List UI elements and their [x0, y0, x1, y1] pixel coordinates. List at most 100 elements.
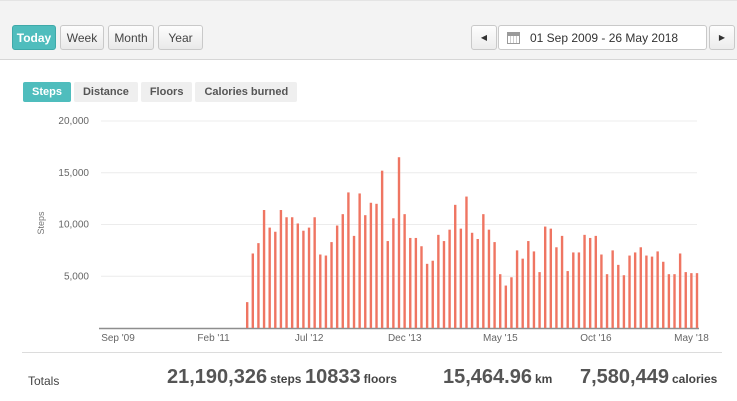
- bar[interactable]: [605, 274, 609, 328]
- bar[interactable]: [364, 215, 367, 328]
- bar[interactable]: [369, 202, 373, 328]
- tab-steps[interactable]: Steps: [23, 82, 71, 102]
- bar[interactable]: [678, 253, 682, 328]
- bar[interactable]: [499, 274, 502, 328]
- bar[interactable]: [538, 272, 541, 328]
- bar[interactable]: [330, 242, 333, 328]
- bar[interactable]: [656, 251, 659, 328]
- bar[interactable]: [347, 192, 350, 328]
- bar[interactable]: [527, 241, 530, 328]
- bar[interactable]: [319, 254, 322, 328]
- bar[interactable]: [543, 226, 547, 328]
- date-range-field[interactable]: 01 Sep 2009 - 26 May 2018: [498, 25, 707, 50]
- bar[interactable]: [673, 274, 676, 328]
- bar[interactable]: [515, 250, 519, 329]
- year-button[interactable]: Year: [158, 25, 203, 50]
- bar[interactable]: [437, 234, 440, 328]
- bar[interactable]: [285, 217, 288, 328]
- bar[interactable]: [690, 273, 693, 328]
- bar[interactable]: [268, 227, 271, 328]
- bar[interactable]: [420, 246, 423, 328]
- bar[interactable]: [470, 232, 474, 328]
- bar[interactable]: [296, 223, 299, 328]
- bar[interactable]: [324, 255, 328, 328]
- bar[interactable]: [431, 260, 434, 328]
- bar[interactable]: [442, 241, 446, 328]
- bar[interactable]: [313, 217, 316, 328]
- bar[interactable]: [459, 228, 463, 328]
- bar[interactable]: [600, 254, 603, 328]
- total-floors-unit: floors: [363, 372, 397, 386]
- month-button[interactable]: Month: [108, 25, 154, 50]
- bar[interactable]: [482, 214, 485, 328]
- today-button[interactable]: Today: [12, 25, 56, 50]
- bar[interactable]: [493, 242, 496, 328]
- bar[interactable]: [302, 230, 305, 328]
- bar[interactable]: [566, 271, 569, 328]
- bar[interactable]: [487, 229, 491, 328]
- bar[interactable]: [409, 237, 412, 328]
- bar[interactable]: [448, 229, 451, 328]
- bar[interactable]: [425, 263, 429, 328]
- bar[interactable]: [358, 193, 361, 328]
- bar[interactable]: [588, 237, 592, 328]
- bar[interactable]: [245, 302, 249, 329]
- previous-range-button[interactable]: ◀: [471, 25, 497, 50]
- tab-floors[interactable]: Floors: [140, 82, 193, 102]
- bar[interactable]: [572, 252, 575, 328]
- bar[interactable]: [335, 225, 339, 328]
- total-distance: 15,464.96 km: [443, 366, 552, 389]
- bar[interactable]: [577, 252, 581, 328]
- bar[interactable]: [510, 277, 513, 328]
- bar[interactable]: [617, 264, 620, 328]
- bar[interactable]: [386, 241, 389, 328]
- bar[interactable]: [639, 247, 642, 328]
- bar[interactable]: [476, 238, 479, 328]
- bar[interactable]: [454, 204, 457, 328]
- bar[interactable]: [274, 231, 277, 328]
- date-range-text: 01 Sep 2009 - 26 May 2018: [530, 30, 679, 45]
- bar[interactable]: [633, 252, 637, 328]
- bar[interactable]: [549, 228, 553, 328]
- next-range-button[interactable]: ▶: [709, 25, 735, 50]
- bar[interactable]: [662, 261, 665, 328]
- bar[interactable]: [611, 250, 614, 329]
- bar[interactable]: [307, 227, 311, 328]
- x-tick-label: Jul '12: [295, 333, 324, 344]
- bar[interactable]: [397, 157, 401, 328]
- bar[interactable]: [594, 235, 597, 328]
- bar[interactable]: [628, 255, 631, 328]
- bar[interactable]: [341, 214, 344, 328]
- bar[interactable]: [392, 218, 395, 328]
- bar[interactable]: [560, 235, 564, 328]
- bar[interactable]: [583, 234, 586, 328]
- bar[interactable]: [622, 275, 626, 328]
- total-distance-unit: km: [534, 372, 553, 386]
- bar[interactable]: [257, 243, 260, 328]
- bar[interactable]: [380, 170, 384, 328]
- bar[interactable]: [262, 210, 266, 328]
- total-steps-unit: steps: [270, 372, 302, 386]
- bar[interactable]: [403, 214, 406, 328]
- tab-distance[interactable]: Distance: [73, 82, 138, 102]
- bar[interactable]: [650, 256, 654, 328]
- bar[interactable]: [504, 285, 508, 328]
- bar[interactable]: [251, 253, 255, 328]
- x-tick-label: May '15: [483, 333, 518, 344]
- bar[interactable]: [684, 272, 687, 328]
- bar[interactable]: [352, 235, 356, 328]
- calendar-icon: [507, 31, 520, 44]
- bar[interactable]: [375, 203, 378, 328]
- tab-calories-burned[interactable]: Calories burned: [195, 82, 298, 102]
- bar[interactable]: [667, 274, 671, 328]
- bar[interactable]: [645, 255, 648, 328]
- bar[interactable]: [465, 196, 468, 328]
- bar[interactable]: [279, 210, 283, 328]
- bar[interactable]: [555, 247, 558, 328]
- bar[interactable]: [532, 251, 536, 328]
- week-button[interactable]: Week: [60, 25, 104, 50]
- bar[interactable]: [414, 237, 418, 328]
- bar[interactable]: [521, 258, 524, 328]
- bar[interactable]: [695, 273, 699, 328]
- bar[interactable]: [290, 217, 294, 328]
